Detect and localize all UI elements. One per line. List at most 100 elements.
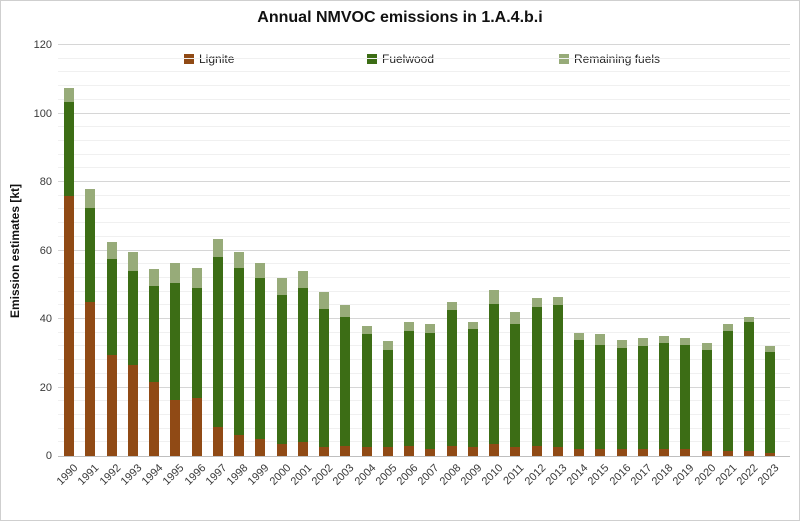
bar-segment-fuelwood-1993 [127,271,138,366]
bar-segment-remaining-fuels-2001 [297,271,308,289]
x-tick-label-1991: 1991 [75,462,102,488]
bar-segment-remaining-fuels-2018 [659,336,669,343]
bar-segment-lignite-2014 [574,449,584,456]
x-tick-label-1999: 1999 [245,462,272,488]
bar-segment-fuelwood-2014 [574,339,584,450]
minor-gridline [58,263,790,265]
x-tick-label-2008: 2008 [437,462,463,488]
x-tick-label-1998: 1998 [224,462,251,488]
bar-segment-lignite-2005 [382,447,393,456]
bar-segment-remaining-fuels-2013 [552,296,563,306]
x-tick-label-2018: 2018 [649,462,676,488]
bar-segment-fuelwood-2011 [510,324,521,448]
minor-gridline [58,304,790,306]
y-tick-label: 0 [45,450,52,462]
bar-segment-fuelwood-1991 [85,207,96,302]
bar-segment-fuelwood-2001 [297,288,308,443]
bar-segment-remaining-fuels-2002 [319,291,329,309]
minor-gridline [58,345,790,347]
minor-gridline [58,290,790,292]
x-tick-label-2023: 2023 [755,462,782,488]
x-tick-label-2017: 2017 [628,462,655,488]
bar-segment-fuelwood-1996 [191,288,202,398]
x-tick-label-1990: 1990 [54,462,81,488]
bar-segment-remaining-fuels-2022 [744,317,754,323]
x-tick-label-2011: 2011 [501,462,527,488]
bar-segment-remaining-fuels-2012 [531,298,542,308]
bar-segment-lignite-1993 [127,365,138,456]
major-gridline [58,44,790,45]
bar-segment-lignite-1998 [234,435,244,456]
minor-gridline [58,57,790,59]
bar-segment-fuelwood-2012 [531,307,542,446]
bar-segment-remaining-fuels-1992 [106,241,117,260]
bar-segment-fuelwood-2017 [637,346,648,450]
bar-segment-lignite-2012 [531,445,542,456]
legend-swatch-lignite [184,54,194,64]
bar-segment-fuelwood-1992 [106,259,117,355]
major-gridline [58,112,790,114]
bar-segment-lignite-2001 [297,442,308,456]
bar-segment-lignite-2000 [276,444,287,456]
bar-segment-fuelwood-2003 [340,317,351,446]
bar-segment-lignite-2023 [765,452,776,456]
bar-segment-lignite-1995 [170,399,181,456]
minor-gridline [58,235,790,237]
minor-gridline [58,167,790,169]
minor-gridline [58,126,790,128]
bar-segment-remaining-fuels-2016 [616,339,627,349]
minor-gridline [58,359,790,361]
x-tick-label-2021: 2021 [713,462,740,488]
bar-segment-fuelwood-2008 [446,310,457,446]
legend-item-remaining-fuels: Remaining fuels [559,53,660,65]
bar-segment-remaining-fuels-2017 [637,337,648,347]
bar-segment-lignite-2011 [510,447,521,456]
bar-segment-fuelwood-2018 [659,342,669,450]
bar-segment-fuelwood-1994 [149,286,159,383]
bar-segment-lignite-2019 [680,449,691,456]
x-axis-line [58,456,790,457]
bar-segment-fuelwood-2022 [744,322,754,451]
bar-segment-remaining-fuels-1993 [127,252,138,272]
major-gridline [58,386,790,388]
bar-segment-remaining-fuels-2020 [701,342,712,350]
bar-segment-remaining-fuels-1991 [85,188,96,208]
major-gridline [58,181,790,182]
bar-segment-fuelwood-2019 [680,344,691,450]
major-gridline [58,249,790,251]
x-tick-label-2022: 2022 [734,462,761,488]
bar-segment-lignite-2007 [425,449,436,456]
bar-segment-lignite-1991 [85,301,96,456]
bar-segment-fuelwood-2009 [467,329,478,448]
bar-segment-lignite-1992 [106,354,117,456]
major-gridline [58,318,790,319]
bar-segment-remaining-fuels-2015 [595,334,606,345]
y-tick-label: 120 [33,39,52,51]
bar-segment-fuelwood-2004 [361,334,372,448]
bar-segment-fuelwood-2016 [616,348,627,450]
x-tick-label-2004: 2004 [352,462,378,488]
x-tick-label-1993: 1993 [118,462,145,488]
bar-segment-fuelwood-1999 [255,277,266,439]
minor-gridline [58,331,790,333]
bar-segment-remaining-fuels-1990 [64,87,74,102]
bar-segment-remaining-fuels-2006 [404,322,414,331]
bar-segment-remaining-fuels-2004 [361,325,372,335]
x-tick-label-2010: 2010 [479,462,506,488]
x-tick-label-2012: 2012 [522,462,548,488]
x-tick-label-2006: 2006 [394,462,421,488]
bar-segment-lignite-2003 [340,445,351,456]
y-tick-label: 80 [39,176,52,188]
minor-gridline [58,372,790,374]
plot-area [58,44,790,457]
legend-swatch-remaining-fuels [559,54,569,64]
bar-segment-fuelwood-2021 [722,331,733,451]
bar-segment-lignite-2006 [404,445,414,456]
x-tick-label-2005: 2005 [373,462,400,488]
x-tick-label-1994: 1994 [139,462,166,488]
legend-swatch-fuelwood [367,54,377,64]
minor-gridline [58,276,790,278]
x-tick-label-2007: 2007 [415,462,442,488]
minor-gridline [58,413,790,415]
bar-segment-remaining-fuels-1995 [170,262,181,284]
